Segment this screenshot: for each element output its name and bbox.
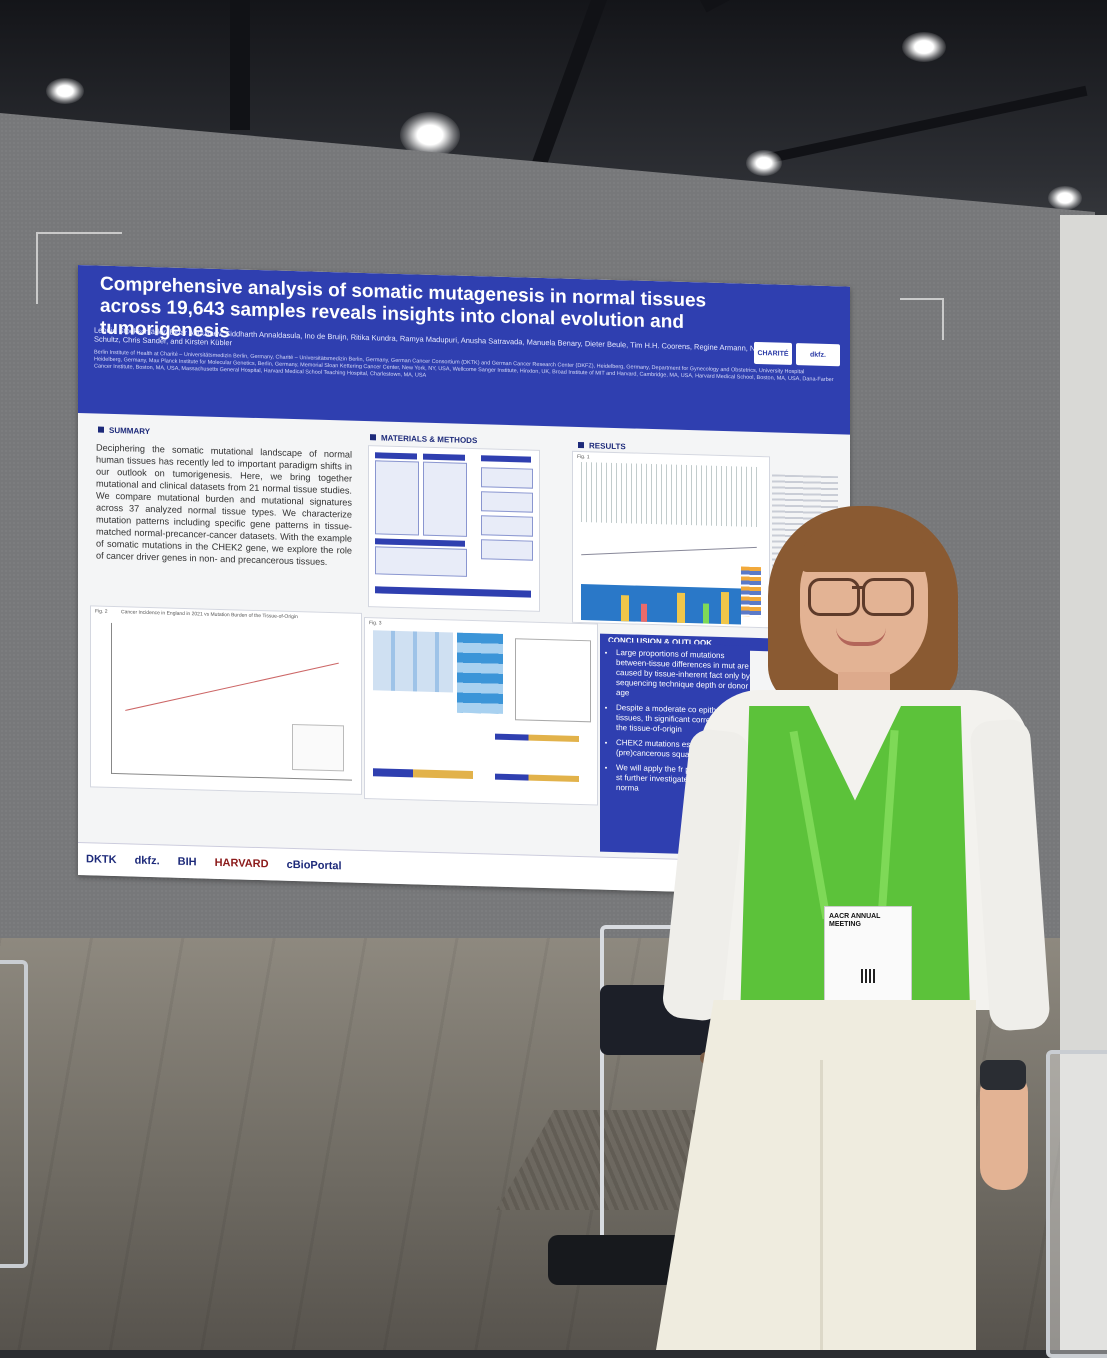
- gene-track: [373, 768, 473, 780]
- diagram-box: [481, 539, 533, 561]
- badge-event: AACR ANNUAL MEETING: [829, 913, 881, 928]
- ceiling-light: [902, 32, 946, 62]
- section-marker-icon: [98, 426, 104, 433]
- diagram-header: [481, 455, 531, 463]
- summary-heading: SUMMARY: [98, 426, 150, 436]
- cbioportal-logo: cBioPortal: [286, 858, 342, 873]
- ceiling-beam: [529, 0, 607, 170]
- poster-header: Comprehensive analysis of somatic mutage…: [78, 265, 850, 435]
- chalk-mark: [36, 232, 122, 304]
- ceiling-beam: [230, 0, 250, 130]
- qr-code-icon: [861, 969, 875, 983]
- diagram-box: [481, 491, 533, 513]
- trouser-seam: [820, 1060, 823, 1350]
- ceiling-beam: [762, 85, 1088, 165]
- chart-legend: [741, 566, 761, 618]
- gene-track: [495, 773, 579, 782]
- summary-text: Deciphering the somatic mutational lands…: [96, 442, 352, 567]
- harvard-logo: HARVARD: [214, 856, 269, 871]
- booth-wall: [1060, 215, 1107, 1350]
- diagram-box: [375, 546, 467, 577]
- trend-line: [581, 546, 757, 556]
- bih-logo: BIH: [177, 855, 197, 869]
- right-hand: [980, 1070, 1028, 1190]
- glasses-icon: [862, 578, 914, 616]
- fig3-label: Fig. 3: [369, 620, 382, 627]
- gene-track: [495, 733, 579, 742]
- fig2-label: Fig. 2: [95, 608, 108, 615]
- heatmap: [373, 630, 453, 693]
- regression-line: [125, 662, 339, 711]
- ceiling-light: [746, 150, 782, 176]
- plot-legend: [292, 723, 344, 772]
- folding-chair: [0, 960, 28, 1268]
- ceiling-light: [46, 78, 84, 104]
- methods-diagram: [368, 445, 540, 612]
- chek2-figure: Fig. 3: [364, 616, 598, 806]
- stacked-bar-chart: [581, 584, 741, 625]
- ceiling-beam: [700, 0, 884, 13]
- diagram-header: [375, 452, 417, 460]
- chart-bar: [721, 591, 729, 625]
- diagram-box: [481, 515, 533, 537]
- charite-logo: CHARITÉ: [754, 341, 792, 365]
- summary-heading-label: SUMMARY: [109, 425, 151, 437]
- diagram-box: [375, 460, 419, 536]
- results-heading: RESULTS: [578, 441, 626, 451]
- dkfz-logo: dkfz.: [796, 343, 840, 367]
- boxplot: [515, 638, 591, 723]
- folding-chair: [1046, 1050, 1107, 1358]
- cancer-incidence-figure: Fig. 2 Cancer Incidence in England in 20…: [90, 605, 362, 795]
- diagram-box: [481, 467, 533, 489]
- tissue-labels: [581, 462, 757, 527]
- diagram-header: [375, 586, 531, 598]
- results-figure: Fig. 1: [572, 450, 770, 629]
- methods-heading: MATERIALS & METHODS: [370, 433, 477, 445]
- fig1-label: Fig. 1: [577, 453, 590, 461]
- conference-badge: AACR ANNUAL MEETING: [824, 906, 912, 1011]
- dkfz-footer-logo: dkfz.: [134, 854, 160, 868]
- chart-bar: [621, 595, 629, 622]
- fig2-title: Cancer Incidence in England in 2021 vs M…: [121, 609, 298, 621]
- conclusion-item: Large proportions of mutations between-t…: [616, 648, 750, 702]
- chart-bar: [677, 592, 685, 623]
- scatter-plot-area: [111, 622, 352, 781]
- watch-icon: [980, 1060, 1026, 1090]
- white-trousers: [656, 1000, 976, 1350]
- ceiling-light: [1048, 186, 1082, 210]
- chart-bar: [641, 603, 647, 622]
- diagram-header: [375, 538, 465, 547]
- methods-heading-label: MATERIALS & METHODS: [381, 433, 478, 446]
- section-marker-icon: [578, 441, 584, 449]
- dktk-logo: DKTK: [86, 853, 117, 867]
- glasses-icon: [808, 578, 860, 616]
- heatmap: [457, 632, 503, 714]
- diagram-box: [423, 461, 467, 537]
- section-marker-icon: [370, 434, 376, 441]
- diagram-header: [423, 453, 465, 461]
- glasses-bridge: [852, 586, 864, 589]
- chart-bar: [703, 603, 709, 624]
- results-heading-label: RESULTS: [589, 441, 626, 452]
- hair-fringe: [800, 522, 930, 572]
- chalk-mark: [900, 298, 944, 340]
- smile: [836, 628, 886, 646]
